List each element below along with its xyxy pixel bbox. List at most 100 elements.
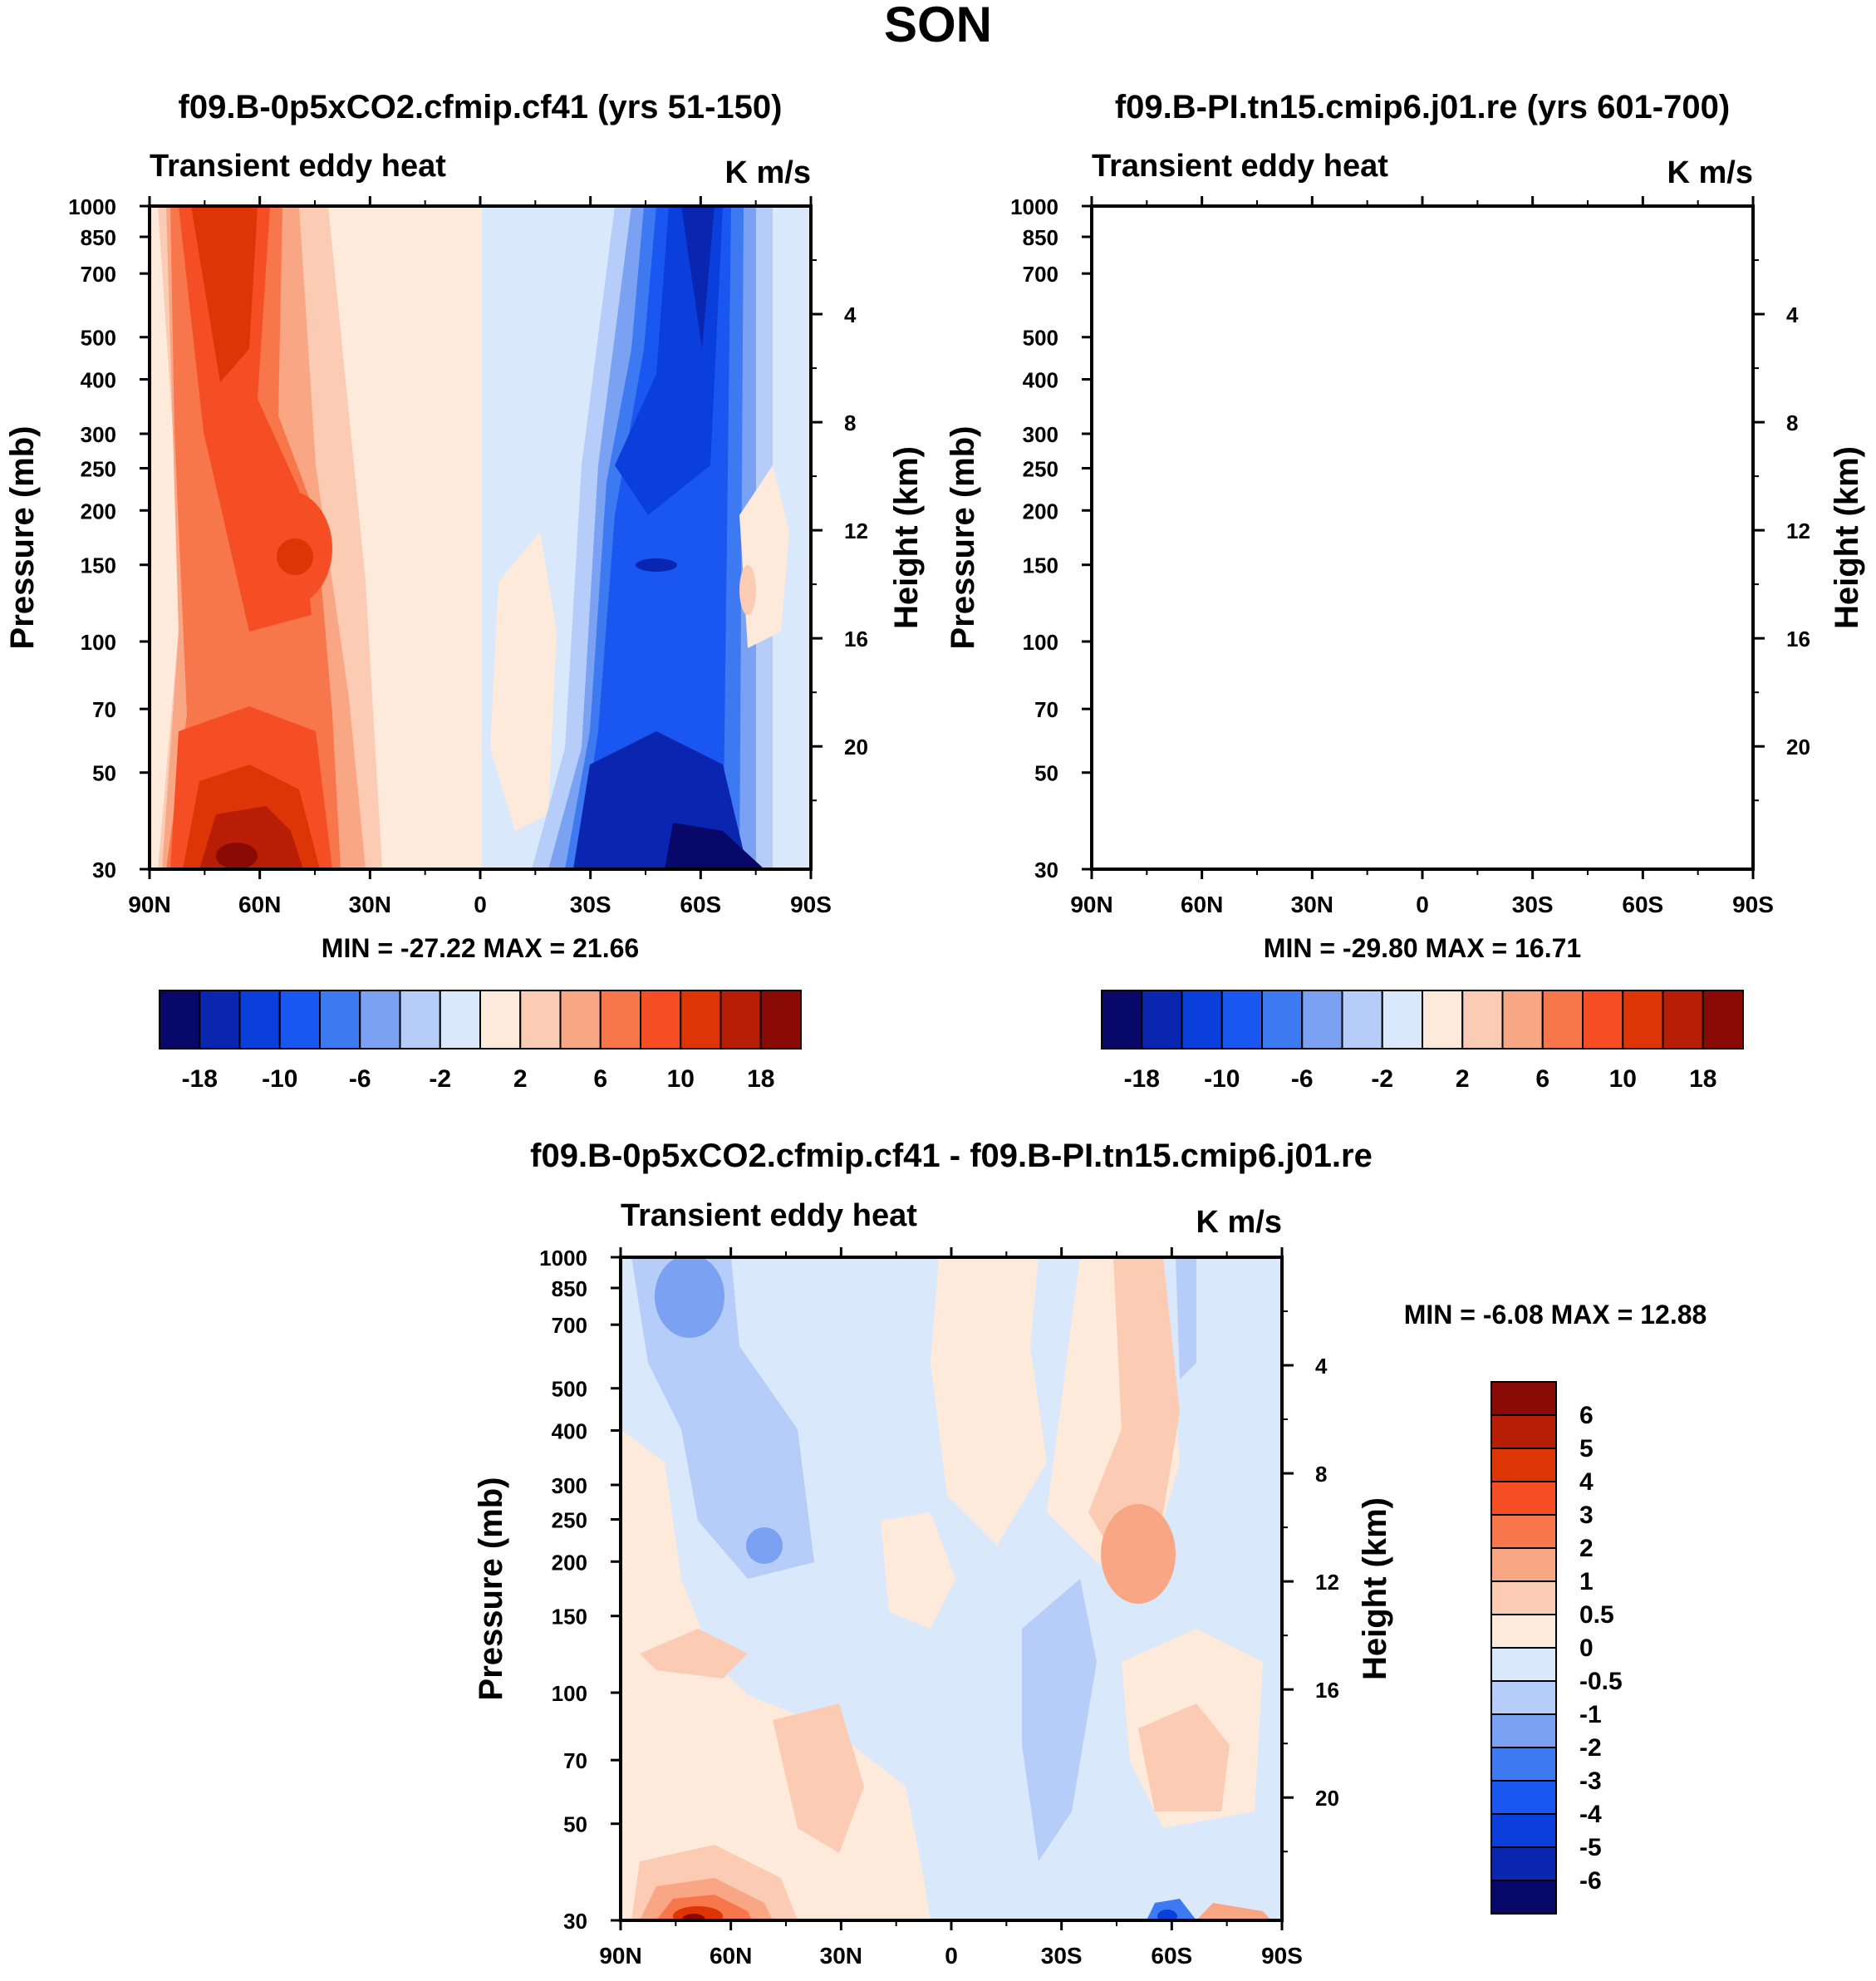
y-tick-label: 200	[81, 499, 116, 524]
x-tick-label: 90S	[1261, 1943, 1303, 1969]
colorbar-swatch	[1181, 990, 1223, 1049]
colorbar-swatch	[1501, 990, 1544, 1049]
colorbar-swatch	[519, 990, 562, 1049]
colorbar-label: 2	[513, 1065, 528, 1093]
x-tick-label: 30S	[570, 892, 611, 917]
colorbar-label: 10	[667, 1065, 695, 1093]
colorbar-swatch	[359, 990, 401, 1049]
y-tick-label: 150	[1023, 553, 1058, 578]
colorbar-swatch	[1101, 990, 1143, 1049]
colorbar-label: -0.5	[1579, 1668, 1623, 1695]
colorbar-swatch	[1381, 990, 1423, 1049]
y-tick-label: 250	[1023, 456, 1058, 481]
colorbar-swatch	[1702, 990, 1744, 1049]
colorbar-swatch	[1490, 1680, 1557, 1715]
colorbar-label: -2	[1371, 1065, 1393, 1093]
y-right-tick-label: 4	[844, 302, 857, 327]
y-tick-label: 30	[92, 858, 116, 882]
panel-pi: f09.B-PI.tn15.cmip6.j01.re (yrs 601-700)…	[945, 89, 1865, 1093]
x-tick-label: 60S	[680, 892, 721, 917]
y-right-tick-label: 16	[1315, 1678, 1339, 1703]
colorbar-swatch	[1141, 990, 1183, 1049]
colorbar-swatch	[719, 990, 762, 1049]
colorbar-label: 3	[1579, 1502, 1594, 1529]
y-right-tick-label: 8	[1786, 410, 1798, 435]
colorbar-swatch	[1261, 990, 1304, 1049]
x-tick-label: 0	[945, 1943, 958, 1969]
y-tick-label: 100	[552, 1681, 587, 1706]
y-tick-label: 400	[552, 1419, 587, 1444]
x-tick-label: 30S	[1512, 892, 1554, 917]
colorbar-label: 0	[1579, 1634, 1594, 1662]
colorbar-label: -4	[1579, 1801, 1602, 1828]
colorbar-label: 0.5	[1579, 1601, 1614, 1629]
x-tick-label: 60N	[710, 1943, 752, 1969]
panel-title: f09.B-0p5xCO2.cfmip.cf41 (yrs 51-150)	[179, 89, 783, 125]
y-axis-right-label: Height (km)	[888, 446, 925, 629]
y-right-tick-label: 4	[1786, 302, 1799, 327]
units-label: K m/s	[725, 155, 811, 190]
colorbar-horizontal: -18 -10 -6 -2 2 6 10 18	[159, 990, 802, 1093]
y-tick-label: 30	[563, 1909, 587, 1934]
axes: 90N 60N 30N 0 30S 60S 90S 30 50 70 100 150 200 250 300…	[539, 1246, 1339, 1969]
y-tick-label: 50	[563, 1812, 587, 1837]
panel-title: f09.B-PI.tn15.cmip6.j01.re (yrs 601-700)	[1115, 89, 1730, 125]
y-tick-label: 500	[81, 326, 116, 351]
colorbar-swatch	[399, 990, 441, 1049]
y-tick-label: 300	[552, 1473, 587, 1498]
x-tick-label: 60N	[238, 892, 281, 917]
x-tick-label: 90S	[1732, 892, 1774, 917]
colorbar-swatch	[759, 990, 802, 1049]
colorbar-vertical: 6 5 4 3 2 1 0.5 0 -0.5 -1 -2 -3 -4 -5 -6	[1490, 1381, 1623, 1915]
y-right-tick-label: 8	[1315, 1462, 1327, 1487]
colorbar-swatch	[1301, 990, 1343, 1049]
y-right-tick-label: 12	[844, 519, 868, 543]
plot-frame	[1090, 204, 1755, 871]
colorbar-swatch	[1490, 1747, 1557, 1782]
field-label: Transient eddy heat	[621, 1198, 917, 1233]
colorbar-swatch	[1220, 990, 1263, 1049]
y-tick-label: 70	[1034, 697, 1058, 722]
y-right-tick-label: 8	[844, 410, 856, 435]
x-tick-label: 0	[474, 892, 487, 917]
y-tick-label: 400	[81, 368, 116, 393]
y-tick-label: 300	[81, 422, 116, 447]
min-max-stats: MIN = -29.80 MAX = 16.71	[1264, 933, 1581, 963]
y-tick-label: 30	[1034, 858, 1058, 882]
colorbar-swatch	[1490, 1414, 1557, 1449]
y-right-tick-label: 16	[844, 627, 868, 651]
colorbar-swatch	[640, 990, 682, 1049]
panel-cf41: f09.B-0p5xCO2.cfmip.cf41 (yrs 51-150) Tr…	[4, 89, 925, 1093]
colorbar-swatch	[559, 990, 602, 1049]
y-tick-label: 70	[92, 697, 116, 722]
x-tick-label: 0	[1416, 892, 1429, 917]
y-tick-label: 500	[1023, 326, 1058, 351]
y-tick-label: 700	[552, 1313, 587, 1338]
y-tick-label: 50	[1034, 761, 1058, 786]
y-right-tick-label: 20	[844, 735, 868, 759]
x-tick-label: 60N	[1181, 892, 1223, 917]
y-right-tick-label: 16	[1786, 627, 1810, 651]
colorbar-swatch	[278, 990, 321, 1049]
x-tick-label: 30N	[1291, 892, 1333, 917]
colorbar-swatch	[1490, 1448, 1557, 1482]
y-tick-label: 250	[552, 1507, 587, 1532]
y-tick-label: 500	[552, 1377, 587, 1402]
colorbar-label: -18	[182, 1065, 218, 1093]
contour-fill	[150, 206, 811, 869]
contour-fill	[621, 1257, 1282, 1920]
field-label: Transient eddy heat	[1092, 149, 1388, 184]
colorbar-swatch	[1490, 1780, 1557, 1815]
y-tick-label: 400	[1023, 368, 1058, 393]
colorbar-swatch	[199, 990, 241, 1049]
y-tick-label: 1000	[539, 1246, 587, 1271]
x-tick-label: 30S	[1041, 1943, 1083, 1969]
colorbar-label: 2	[1456, 1065, 1470, 1093]
colorbar-swatch	[479, 990, 522, 1049]
x-tick-label: 90N	[599, 1943, 641, 1969]
y-tick-label: 100	[1023, 630, 1058, 655]
y-tick-label: 700	[81, 262, 116, 287]
y-tick-label: 200	[1023, 499, 1058, 524]
x-tick-label: 60S	[1622, 892, 1663, 917]
